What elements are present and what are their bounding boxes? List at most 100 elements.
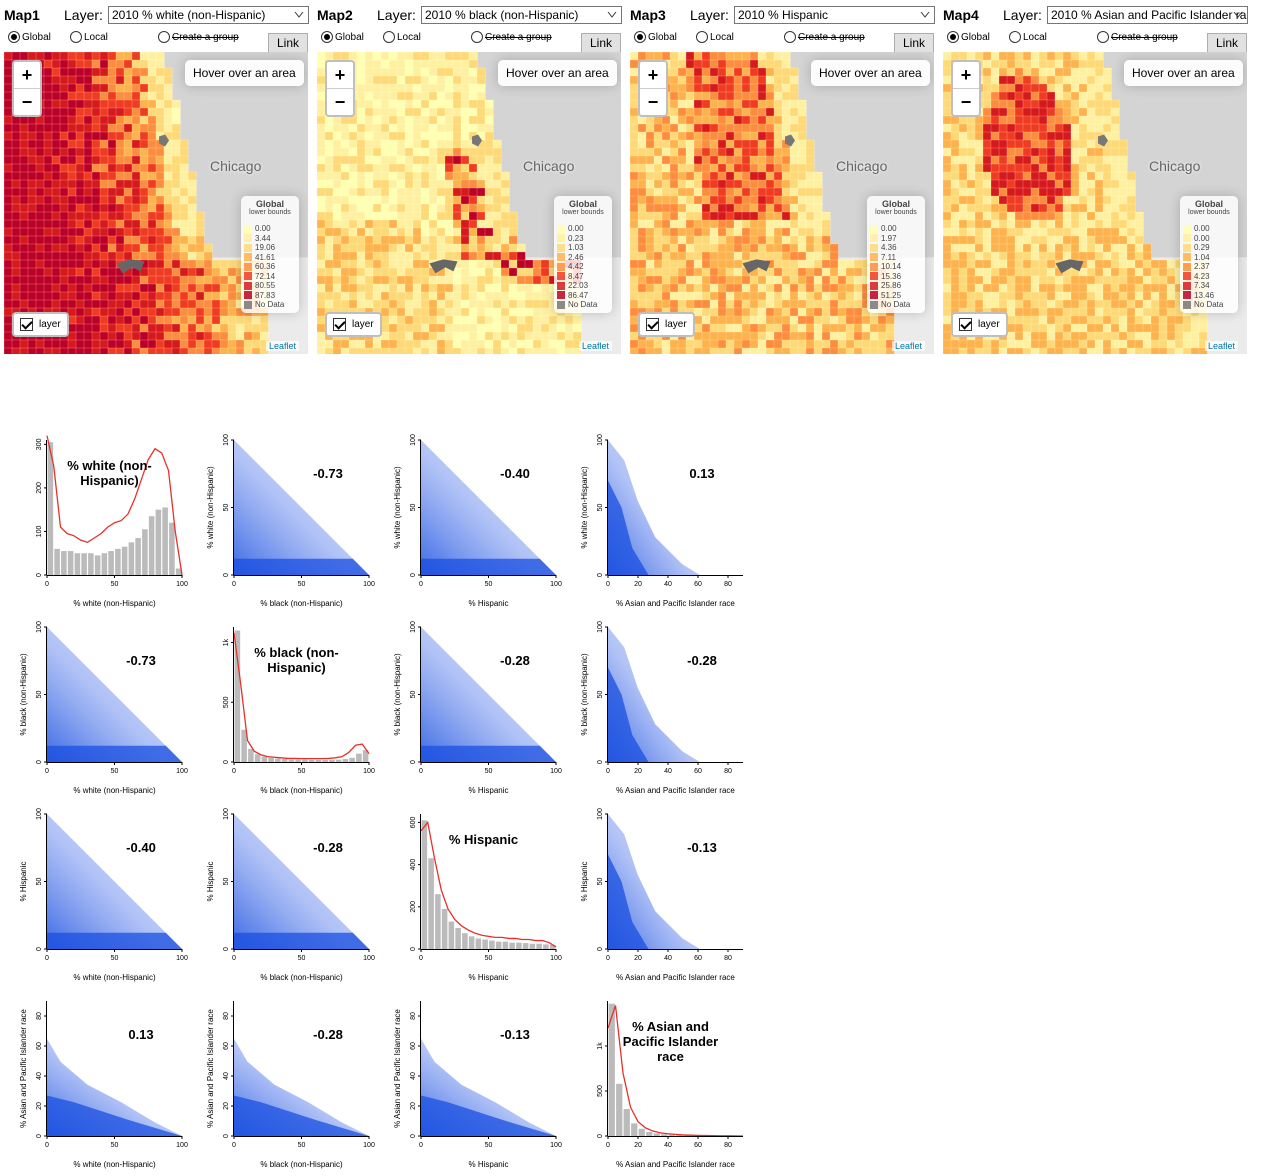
scope-radio[interactable]: Create a group (784, 31, 865, 43)
map-tract (789, 123, 799, 133)
map-tract (765, 203, 775, 213)
map-tract (1094, 267, 1104, 277)
map-tract (131, 123, 141, 133)
map-tract (227, 323, 237, 333)
map-tract (11, 267, 21, 277)
map-tract (452, 347, 462, 354)
map-tract (1166, 315, 1176, 325)
map-tract (1102, 243, 1112, 253)
map-tract (460, 299, 470, 309)
map-tract (1078, 52, 1088, 61)
link-button[interactable]: Link (268, 33, 308, 53)
scope-radio[interactable]: Global (634, 31, 677, 43)
layer-toggle[interactable]: layer (638, 312, 695, 337)
map-tract (484, 235, 494, 245)
map-tract (317, 179, 326, 189)
layer-value: 2010 % Asian and Pacific Islander race (1051, 8, 1248, 22)
map-tract (428, 123, 438, 133)
legend-bound: 0.00 (1194, 233, 1210, 243)
map-tract (396, 59, 406, 69)
zoom-in[interactable]: + (21, 65, 33, 85)
y-tick-label: 0 (410, 947, 417, 951)
layer-select[interactable]: 2010 % Hispanic (734, 6, 935, 24)
zoom-in[interactable]: + (647, 65, 659, 85)
zoom-in[interactable]: + (960, 65, 972, 85)
link-button[interactable]: Link (581, 33, 621, 53)
scope-radio[interactable]: Create a group (471, 31, 552, 43)
layer-toggle[interactable]: layer (12, 312, 69, 337)
scope-radio[interactable]: Local (1009, 31, 1047, 43)
map-tract (83, 163, 93, 173)
layer-select[interactable]: 2010 % white (non-Hispanic) (108, 6, 309, 24)
scope-radio[interactable]: Global (321, 31, 364, 43)
map-tract (1118, 291, 1128, 301)
attribution[interactable]: Leaflet (266, 341, 300, 351)
map-tract (1054, 67, 1064, 77)
attribution[interactable]: Leaflet (1205, 341, 1239, 351)
map-tract (1158, 283, 1168, 293)
map-tract (11, 347, 21, 354)
map-tract (396, 155, 406, 165)
map-tract (380, 75, 390, 85)
scope-radio[interactable]: Local (696, 31, 734, 43)
map-tract (990, 75, 1000, 85)
map-tract (789, 331, 799, 341)
map-tract (107, 251, 117, 261)
map-tract (1102, 155, 1112, 165)
map-tract (364, 275, 374, 285)
map-tract (749, 275, 759, 285)
map-tract (1142, 275, 1152, 285)
map-tract (1174, 323, 1184, 333)
map-tract (701, 179, 711, 189)
map-tract (548, 323, 558, 333)
map-tract (123, 299, 133, 309)
map-tract (1134, 267, 1144, 277)
map-tract (1110, 227, 1120, 237)
layer-select[interactable]: 2010 % Asian and Pacific Islander race (1047, 6, 1248, 24)
zoom-in[interactable]: + (334, 65, 346, 85)
map-tract (693, 219, 703, 229)
histogram-bar (162, 507, 168, 575)
scope-radio[interactable]: Create a group (158, 31, 239, 43)
zoom-out[interactable]: − (327, 88, 353, 115)
map-tract (669, 235, 679, 245)
attribution[interactable]: Leaflet (579, 341, 613, 351)
layer-toggle[interactable]: layer (951, 312, 1008, 337)
map-tract (436, 323, 446, 333)
map-tract (380, 163, 390, 173)
map-tract (115, 67, 125, 77)
zoom-out[interactable]: − (640, 88, 666, 115)
scope-radio[interactable]: Local (383, 31, 421, 43)
zoom-out[interactable]: − (953, 88, 979, 115)
link-button[interactable]: Link (1207, 33, 1247, 53)
scope-radio[interactable]: Local (70, 31, 108, 43)
zoom-out[interactable]: − (14, 88, 40, 115)
map-tract (661, 195, 671, 205)
link-button[interactable]: Link (894, 33, 934, 53)
map-tract (476, 251, 486, 261)
map-tract (1014, 171, 1024, 181)
map-tract (1038, 171, 1048, 181)
map-tract (757, 331, 767, 341)
map-tract (797, 235, 807, 245)
map-tract (388, 107, 398, 117)
layer-select[interactable]: 2010 % black (non-Hispanic) (421, 6, 622, 24)
map-tract (1062, 59, 1072, 69)
map-tract (75, 211, 85, 221)
arrow-shape (1233, 11, 1243, 18)
map-tract (1014, 123, 1024, 133)
attribution[interactable]: Leaflet (892, 341, 926, 351)
map-tract (356, 219, 366, 229)
map-tract (1006, 267, 1016, 277)
map-tract (1126, 307, 1136, 317)
scope-radio[interactable]: Global (8, 31, 51, 43)
map-tract (508, 299, 518, 309)
map-tract (317, 227, 326, 237)
scope-radio[interactable]: Create a group (1097, 31, 1178, 43)
map-tract (781, 107, 791, 117)
map-tract (460, 259, 470, 269)
scope-radio[interactable]: Global (947, 31, 990, 43)
map-tract (388, 99, 398, 109)
layer-toggle[interactable]: layer (325, 312, 382, 337)
